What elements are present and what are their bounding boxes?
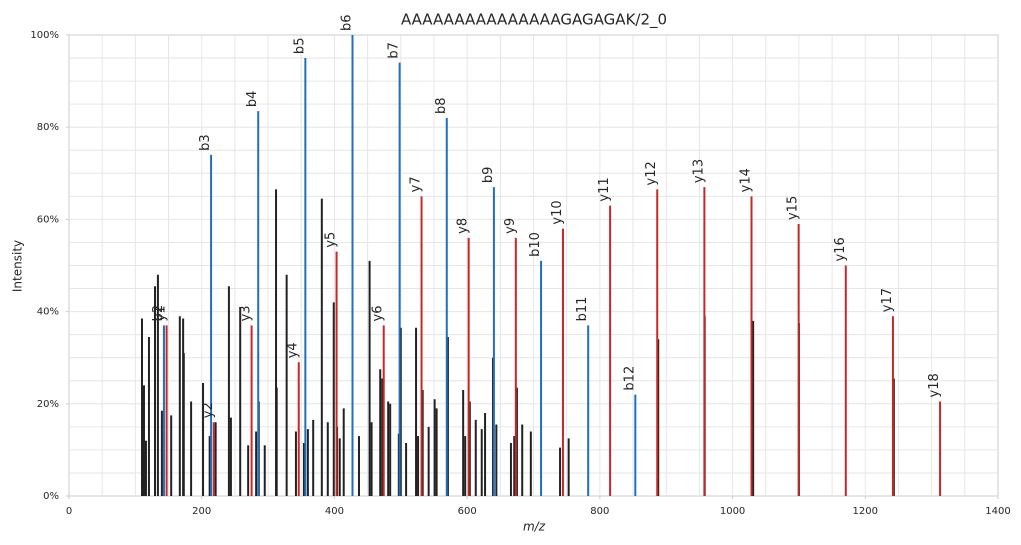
ion-label: y16 [833,237,848,261]
ion-label: y8 [456,218,471,234]
ion-label: y9 [503,218,518,234]
x-tick-label: 0 [66,506,72,517]
ion-label: y5 [324,232,339,248]
chart-title: AAAAAAAAAAAAAAAGAGAGAK/2_0 [401,11,667,30]
y-tick-label: 0% [43,491,59,502]
ion-label: b8 [434,97,449,114]
ion-label: y4 [286,342,301,358]
x-tick-label: 1000 [720,506,745,517]
ion-label: b2 [151,305,166,322]
x-tick-label: 800 [590,506,609,517]
ion-label: b9 [481,167,496,184]
y-tick-label: 80% [37,122,59,133]
ion-label: y2 [201,402,216,418]
y-tick-label: 20% [37,399,59,410]
x-tick-label: 400 [325,506,344,517]
ion-label: y12 [644,161,659,185]
x-axis-label: m/z [523,520,546,534]
ion-label: y17 [880,288,895,312]
ion-label: y11 [597,177,612,201]
ion-label: b7 [387,42,402,59]
y-axis-label: Intensity [11,240,25,292]
ion-label: b4 [245,91,260,108]
ion-label: b11 [575,297,590,322]
ion-label: y15 [786,196,801,220]
ion-label: y10 [550,200,565,224]
ion-label: y14 [739,168,754,192]
ion-label: y1 [154,305,169,321]
y-tick-label: 40% [37,307,59,318]
ion-label: b12 [622,366,637,391]
ion-label: b3 [198,134,213,151]
ion-label: b6 [339,14,354,31]
y-tick-label: 60% [37,214,59,225]
y-tick-label: 100% [30,30,59,41]
ion-label: b5 [292,38,307,55]
ion-label: y6 [371,305,386,321]
ion-label: b10 [528,232,543,257]
x-tick-label: 600 [458,506,477,517]
ion-label: y7 [409,176,424,192]
x-tick-label: 200 [192,506,211,517]
x-tick-label: 1400 [985,506,1010,517]
ion-label: y3 [239,305,254,321]
ion-label: y18 [927,373,942,397]
ion-label: y13 [691,159,706,183]
x-tick-label: 1200 [853,506,878,517]
